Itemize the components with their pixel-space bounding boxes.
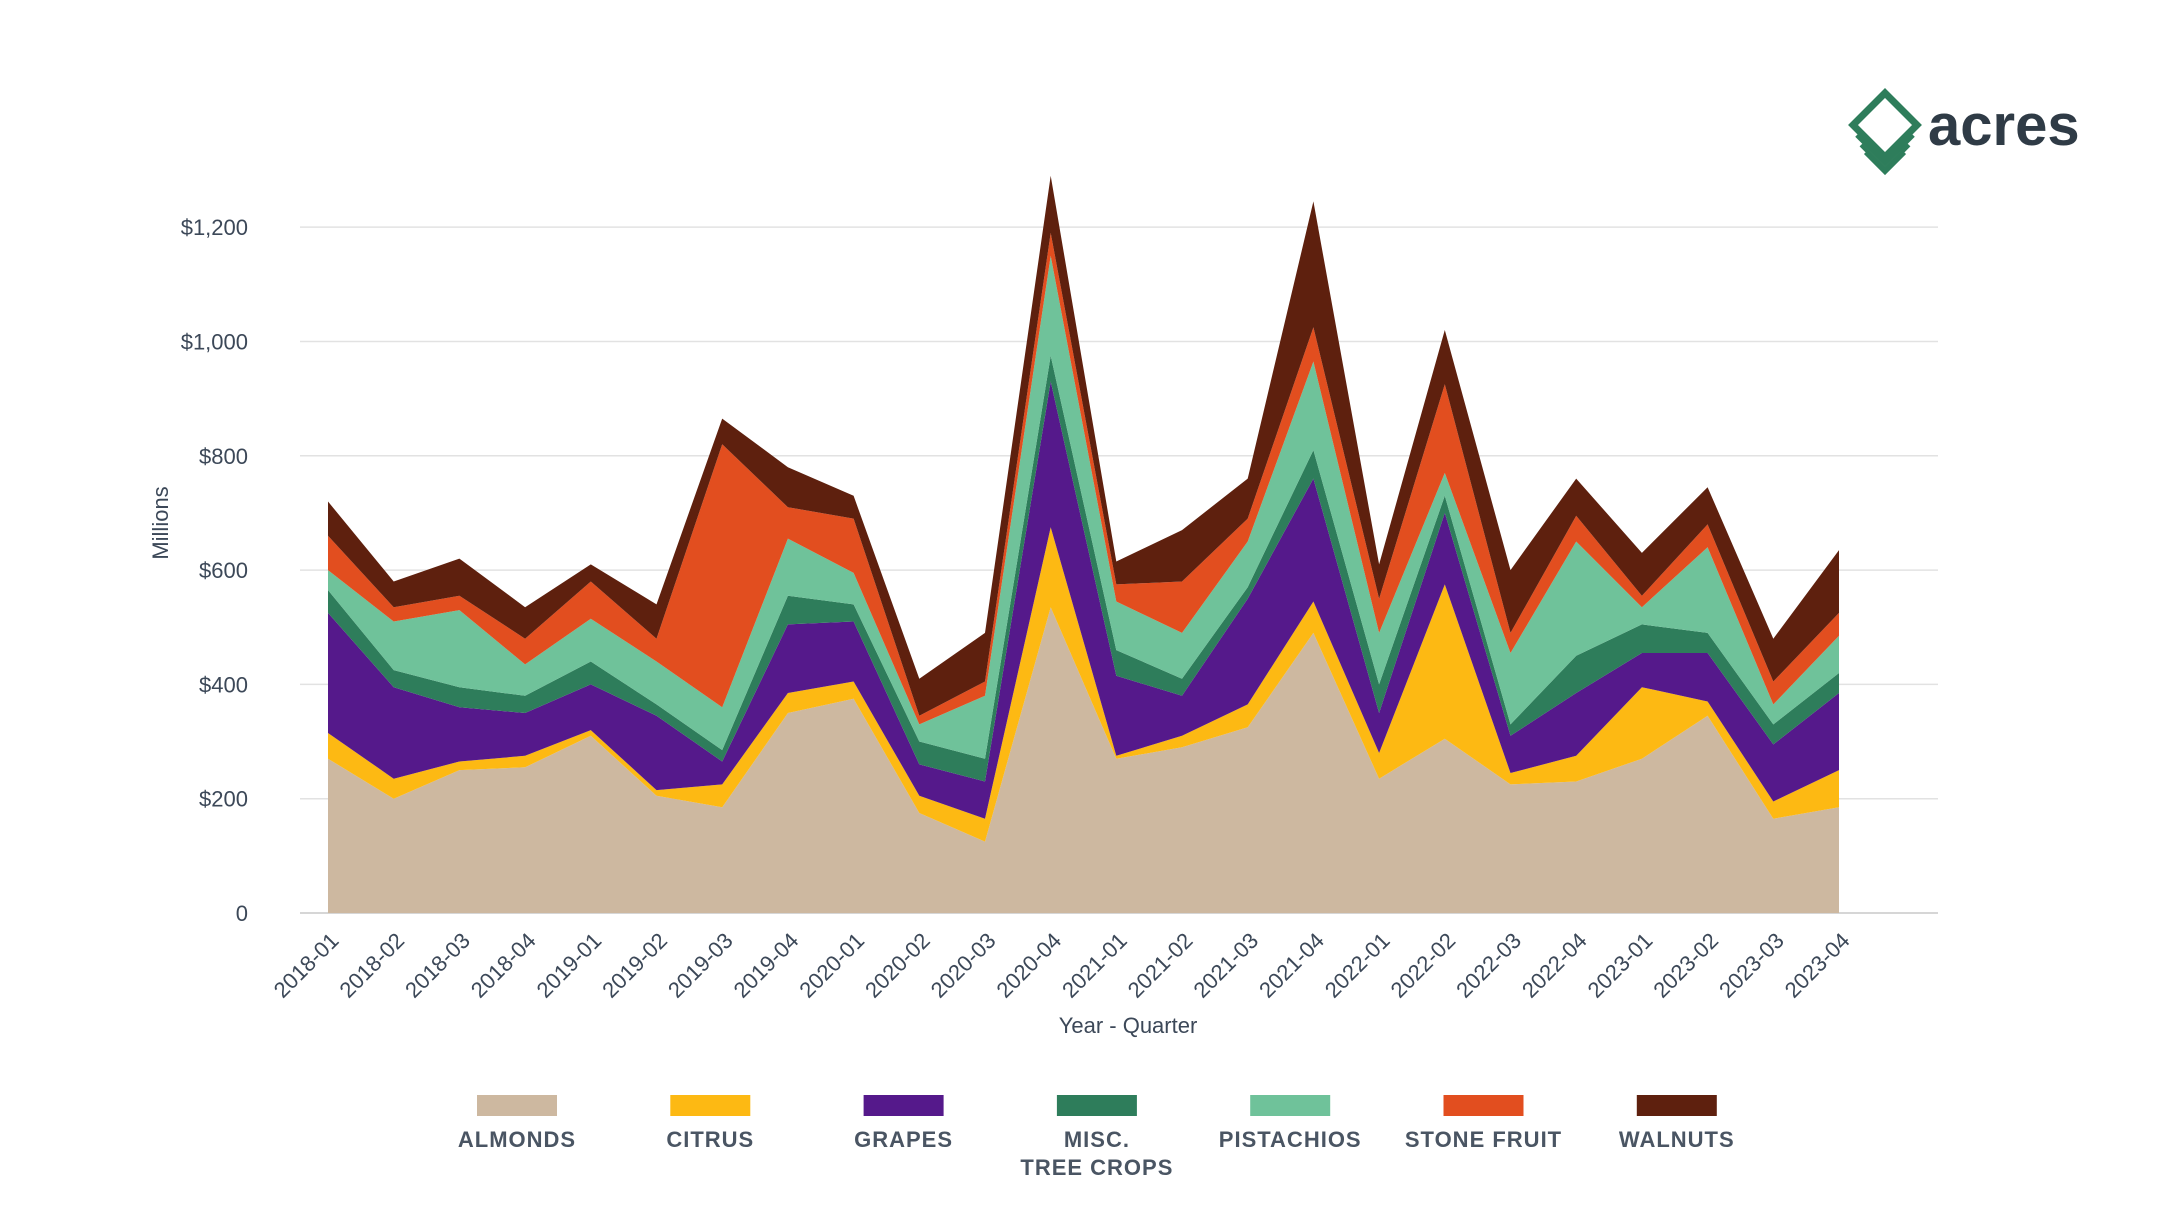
acres-logo-icon [1848,88,1922,176]
x-tick-label: 2018-01 [269,928,344,1003]
acres-logo-text: acres [1928,93,2080,158]
legend-label: PISTACHIOS [1219,1127,1362,1152]
area-series-group [328,175,1839,913]
legend-swatch [1443,1095,1524,1116]
brand-logo: acres [1848,88,2080,176]
x-tick-label: 2020-01 [794,928,869,1003]
x-tick-label: 2022-03 [1451,928,1526,1003]
legend-item: WALNUTS [1619,1095,1735,1152]
y-tick-label: $200 [199,787,248,812]
x-tick-label: 2023-03 [1714,928,1789,1003]
x-tick-label: 2023-02 [1648,928,1723,1003]
x-tick-label: 2020-02 [860,928,935,1003]
legend-label: STONE FRUIT [1405,1127,1562,1152]
x-tick-label: 2018-03 [400,928,475,1003]
x-tick-label: 2023-04 [1780,928,1855,1003]
y-tick-label: $1,000 [181,329,248,354]
y-tick-label: $800 [199,444,248,469]
y-axis-title: Millions [148,486,173,559]
x-tick-label: 2020-04 [991,928,1066,1003]
legend-label: ALMONDS [458,1127,576,1152]
x-tick-label: 2018-04 [466,928,541,1003]
legend-swatch [1636,1095,1717,1116]
y-axis: 0 $200 $400 $600 $800 $1,000 $1,200 [181,215,248,926]
x-tick-label: 2021-01 [1057,928,1132,1003]
legend-item: GRAPES [854,1095,953,1152]
x-tick-label: 2021-03 [1188,928,1263,1003]
y-tick-label: $400 [199,672,248,697]
y-tick-label: 0 [236,901,248,926]
x-axis-title: Year - Quarter [1059,1013,1198,1038]
legend-item: MISC. TREE CROPS [1020,1095,1173,1180]
legend-swatch [1056,1095,1137,1116]
x-tick-label: 2020-03 [926,928,1001,1003]
area-series-almonds [328,607,1839,913]
area-series-stone-fruit [328,232,1839,725]
legend-swatch [863,1095,944,1116]
legend-swatch [670,1095,751,1116]
legend-label: GRAPES [854,1127,953,1152]
x-tick-label: 2023-01 [1583,928,1658,1003]
legend-item: PISTACHIOS [1219,1095,1362,1152]
x-tick-label: 2018-02 [334,928,409,1003]
x-tick-label: 2019-01 [532,928,607,1003]
legend-label: MISC. TREE CROPS [1020,1127,1173,1180]
legend-swatch [1250,1095,1331,1116]
x-tick-label: 2021-04 [1254,928,1329,1003]
legend-item: STONE FRUIT [1405,1095,1562,1152]
legend-label: CITRUS [666,1127,754,1152]
area-series-grapes [328,381,1839,819]
x-tick-label: 2019-04 [729,928,804,1003]
x-tick-label: 2022-02 [1386,928,1461,1003]
legend-swatch [477,1095,557,1116]
legend-label: WALNUTS [1619,1127,1735,1152]
legend-item: CITRUS [666,1095,754,1152]
x-tick-label: 2019-02 [597,928,672,1003]
x-tick-label: 2022-01 [1320,928,1395,1003]
x-tick-label: 2021-02 [1123,928,1198,1003]
legend-item: ALMONDS [458,1095,576,1152]
y-tick-label: $600 [199,558,248,583]
legend: ALMONDS CITRUS GRAPES MISC. TREE CROPS PISTAC… [458,1095,1735,1180]
x-tick-label: 2022-04 [1517,928,1592,1003]
x-tick-label: 2019-03 [663,928,738,1003]
x-axis: 2018-012018-022018-032018-042019-012019-… [269,928,1855,1003]
y-tick-label: $1,200 [181,215,248,240]
